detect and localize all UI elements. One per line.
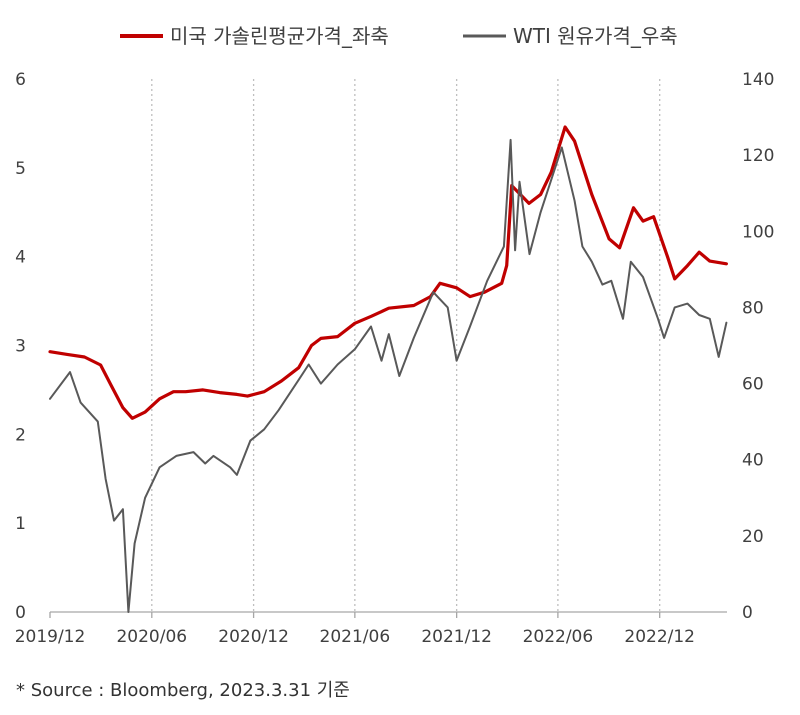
y-left-tick-label: 5 [15, 159, 26, 179]
y-right-tick-label: 60 [742, 375, 764, 395]
legend-wti-label: WTI 원유가격_우축 [513, 24, 678, 48]
x-tick-label: 2020/12 [218, 627, 289, 647]
x-tick-label: 2022/12 [624, 627, 695, 647]
source-note: * Source : Bloomberg, 2023.3.31 기준 [16, 680, 350, 701]
x-tick-label: 2019/12 [15, 627, 86, 647]
y-right-tick-label: 0 [742, 603, 753, 623]
y-left-tick-label: 4 [15, 248, 26, 268]
legend-gasoline-label: 미국 가솔린평균가격_좌축 [170, 24, 389, 48]
plot-area [48, 125, 729, 613]
tick-labels: 2019/12 2020/06 2020/12 2021/06 2021/12 2022/… [15, 70, 775, 647]
series-line-gasoline [48, 125, 729, 420]
y-right-tick-label: 20 [742, 527, 764, 547]
y-left-tick-label: 6 [15, 70, 26, 90]
series-line-wti [49, 138, 728, 613]
y-right-tick-label: 140 [742, 70, 774, 90]
y-right-tick-label: 120 [742, 146, 774, 166]
x-tick-label: 2020/06 [116, 627, 187, 647]
x-tick-label: 2021/12 [421, 627, 492, 647]
axes [49, 611, 727, 618]
y-left-tick-label: 3 [15, 337, 26, 357]
x-tick-label: 2022/06 [523, 627, 594, 647]
y-left-tick-label: 2 [15, 425, 26, 445]
y-right-tick-label: 40 [742, 451, 764, 471]
legend: 미국 가솔린평균가격_좌축 WTI 원유가격_우축 [120, 24, 678, 48]
y-left-tick-label: 1 [15, 514, 26, 534]
grid [151, 79, 661, 612]
x-tick-label: 2021/06 [320, 627, 391, 647]
y-right-tick-label: 100 [742, 222, 774, 242]
y-left-tick-label: 0 [15, 603, 26, 623]
y-right-tick-label: 80 [742, 298, 764, 318]
